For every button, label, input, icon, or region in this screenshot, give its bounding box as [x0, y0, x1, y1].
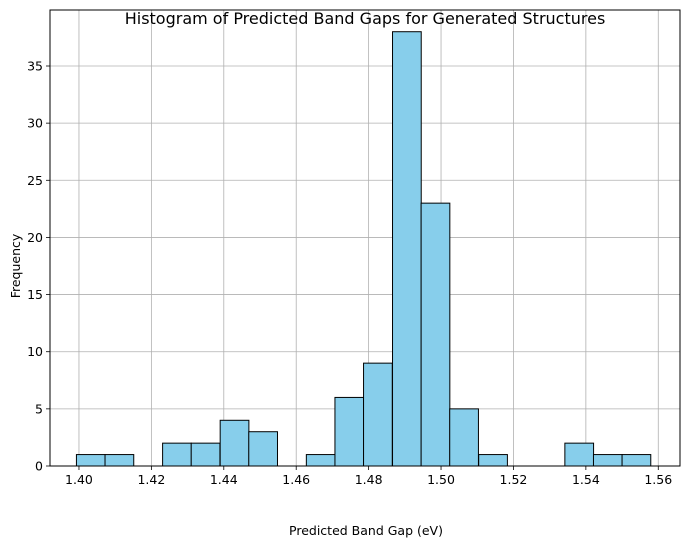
chart-title: Histogram of Predicted Band Gaps for Gen… — [125, 9, 606, 28]
histogram-bar — [449, 408, 479, 467]
y-tick-label: 25 — [27, 173, 43, 188]
histogram-bar — [248, 431, 278, 467]
y-tick-label: 20 — [27, 230, 43, 245]
x-tick-label: 1.50 — [427, 472, 455, 487]
histogram-bar — [104, 454, 135, 467]
histogram-bar — [420, 202, 451, 467]
x-tick-label: 1.54 — [572, 472, 600, 487]
x-tick-label: 1.48 — [355, 472, 383, 487]
plot-area-frame — [49, 9, 681, 467]
histogram-bar — [334, 396, 365, 467]
histogram-bars — [75, 31, 652, 467]
y-tick-label: 0 — [35, 459, 43, 474]
x-tick-label: 1.56 — [644, 472, 672, 487]
histogram-bar — [564, 442, 595, 467]
y-tick-label: 35 — [27, 59, 43, 74]
y-tick-label: 15 — [27, 287, 43, 302]
histogram-bar — [75, 454, 106, 467]
y-tick-label: 5 — [35, 401, 43, 416]
histogram-bar — [190, 442, 221, 467]
x-axis-ticks: 1.40 1.42 1.44 1.46 1.48 1.50 1.52 1.54 1.56 — [65, 466, 672, 487]
y-tick-label: 10 — [27, 344, 43, 359]
x-tick-label: 1.42 — [137, 472, 165, 487]
histogram-bar — [478, 454, 508, 467]
y-axis-ticks: 0 5 10 15 20 25 30 35 — [27, 59, 50, 474]
x-tick-label: 1.40 — [65, 472, 93, 487]
x-tick-label: 1.46 — [282, 472, 310, 487]
histogram-bar — [621, 454, 652, 467]
histogram-bar — [162, 442, 192, 467]
histogram-bar — [305, 454, 336, 467]
histogram-bar — [592, 454, 623, 467]
histogram-bar — [219, 419, 250, 467]
y-axis-label: Frequency — [8, 233, 23, 298]
histogram-bar — [392, 31, 422, 467]
x-tick-label: 1.44 — [210, 472, 238, 487]
y-tick-label: 30 — [27, 116, 43, 131]
histogram-bar — [363, 362, 393, 467]
x-tick-label: 1.52 — [500, 472, 528, 487]
x-axis-label: Predicted Band Gap (eV) — [289, 523, 443, 538]
